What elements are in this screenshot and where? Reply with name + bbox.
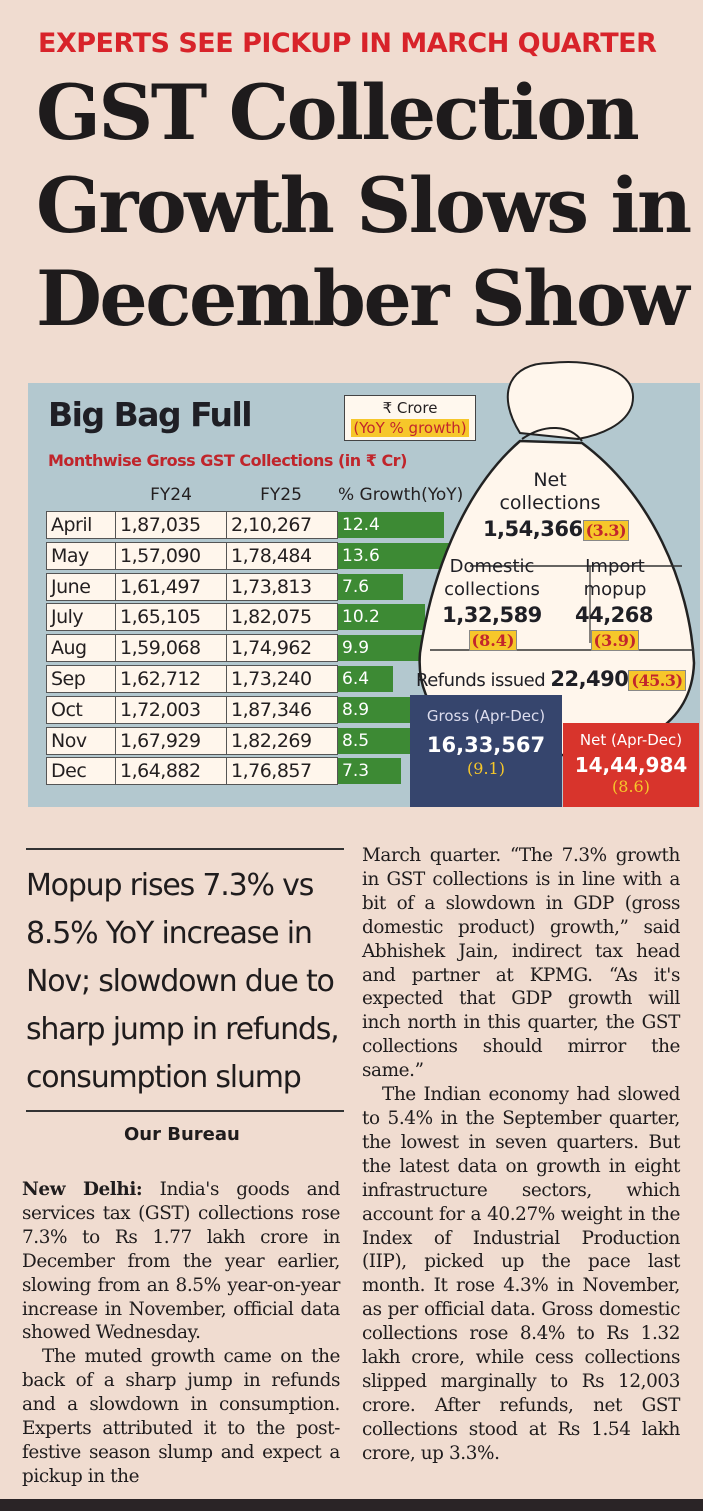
month-cell: Aug — [46, 634, 116, 663]
fy24-cell: 1,62,712 — [115, 665, 227, 693]
fy24-cell: 1,57,090 — [115, 541, 227, 570]
fy24-cell: 1,65,105 — [115, 603, 227, 632]
month-cell: June — [46, 572, 116, 601]
growth-bar — [338, 573, 404, 600]
growth-bar — [338, 635, 423, 662]
table-row: Sep 1,62,712 1,73,240 6.4 — [46, 665, 446, 693]
unit-growth-line: (YoY % growth) — [351, 419, 469, 437]
fy25-cell: 1,74,962 — [226, 634, 338, 663]
body-column-1: New Delhi: India's goods and services ta… — [22, 1178, 340, 1489]
growth-value: 10.2 — [342, 607, 380, 628]
growth-value: 7.3 — [342, 761, 370, 782]
table-row: April 1,87,035 2,10,267 12.4 — [46, 511, 446, 539]
paragraph-3: March quarter. “The 7.3% growth in GST c… — [362, 845, 680, 1082]
table-row: June 1,61,497 1,73,813 7.6 — [46, 572, 446, 601]
body-column-2: March quarter. “The 7.3% growth in GST c… — [362, 844, 680, 1466]
import-value: 44,268 — [574, 603, 654, 627]
gross-apr-dec-box: Gross (Apr-Dec) 16,33,567 (9.1) — [410, 695, 562, 807]
infographic: Big Bag Full ₹ Crore (YoY % growth) Mont… — [28, 361, 700, 807]
refunds-growth-badge: (45.3) — [628, 670, 686, 691]
deck-top-rule — [26, 848, 344, 850]
refunds-line: Refunds issued 22,490 (45.3) — [416, 667, 700, 691]
month-cell: May — [46, 541, 116, 570]
month-cell: Oct — [46, 695, 116, 724]
growth-bar — [338, 542, 455, 569]
header-growth: % Growth(YoY) — [338, 485, 464, 505]
fy25-cell: 2,10,267 — [226, 511, 338, 539]
refunds-value: 22,490 — [550, 667, 629, 691]
month-cell: July — [46, 603, 116, 632]
growth-value: 7.6 — [342, 576, 370, 597]
table-row: May 1,57,090 1,78,484 13.6 — [46, 541, 455, 570]
fy24-cell: 1,67,929 — [115, 726, 227, 755]
paragraph-2: The muted growth came on the back of a s… — [22, 1346, 340, 1487]
paragraph-4: The Indian economy had slowed to 5.4% in… — [362, 1084, 680, 1464]
growth-bar — [338, 758, 401, 785]
table-row: Nov 1,67,929 1,82,269 8.5 — [46, 726, 446, 755]
growth-value: 12.4 — [342, 515, 380, 535]
headline-line-3: December Show — [36, 254, 690, 343]
growth-value: 9.9 — [342, 638, 370, 659]
fy24-cell: 1,87,035 — [115, 511, 227, 539]
month-cell: Dec — [46, 757, 116, 786]
unit-legend: ₹ Crore (YoY % growth) — [344, 395, 476, 441]
fy25-cell: 1,87,346 — [226, 695, 338, 724]
net-collections-label: Net collections — [499, 469, 601, 514]
domestic-label: Domestic collections — [444, 556, 540, 600]
growth-value: 13.6 — [342, 545, 380, 566]
domestic-value: 1,32,589 — [442, 603, 542, 627]
paragraph-1: New Delhi: India's goods and services ta… — [22, 1179, 340, 1344]
growth-value: 8.9 — [342, 699, 370, 720]
month-cell: April — [46, 511, 116, 539]
fy25-cell: 1,82,075 — [226, 603, 338, 632]
growth-bar — [338, 696, 415, 723]
growth-bar — [338, 727, 411, 754]
header-fy24: FY24 — [150, 485, 192, 505]
infographic-title: Big Bag Full — [48, 395, 253, 434]
table-row: Oct 1,72,003 1,87,346 8.9 — [46, 695, 446, 724]
deck-bottom-rule — [26, 1110, 344, 1112]
bottom-rule — [0, 1499, 703, 1511]
kicker: EXPERTS SEE PICKUP IN MARCH QUARTER — [38, 28, 657, 59]
import-label: Import mopup — [583, 556, 647, 600]
fy24-cell: 1,64,882 — [115, 757, 227, 786]
net-growth-badge: (3.3) — [582, 520, 630, 541]
fy25-cell: 1,82,269 — [226, 726, 338, 755]
growth-value: 8.5 — [342, 730, 370, 751]
domestic-growth: (8.4) — [468, 630, 518, 651]
month-cell: Nov — [46, 726, 116, 755]
growth-bar — [338, 666, 393, 692]
unit-line: ₹ Crore — [382, 399, 438, 417]
headline-line-1: GST Collection — [36, 68, 640, 157]
table-row: Dec 1,64,882 1,76,857 7.3 — [46, 757, 446, 786]
table-row: Aug 1,59,068 1,74,962 9.9 — [46, 634, 446, 663]
fy25-cell: 1,73,240 — [226, 665, 338, 693]
infographic-subtitle: Monthwise Gross GST Collections (in ₹ Cr… — [48, 451, 407, 470]
growth-bar — [338, 604, 426, 631]
fy24-cell: 1,72,003 — [115, 695, 227, 724]
month-cell: Sep — [46, 665, 116, 693]
fy25-cell: 1,76,857 — [226, 757, 338, 786]
byline: Our Bureau — [124, 1124, 240, 1145]
deck: Mopup rises 7.3% vs 8.5% YoY increase in… — [26, 868, 340, 1095]
header-fy25: FY25 — [260, 485, 302, 505]
fy25-cell: 1,78,484 — [226, 541, 338, 570]
headline: GST Collection Growth Slows in December … — [36, 66, 696, 345]
growth-value: 6.4 — [342, 669, 370, 689]
net-collections-value: 1,54,366 (3.3) — [476, 517, 636, 541]
import-growth: (3.9) — [590, 630, 640, 651]
fy25-cell: 1,73,813 — [226, 572, 338, 601]
headline-line-2: Growth Slows in — [36, 161, 692, 250]
table-row: July 1,65,105 1,82,075 10.2 — [46, 603, 446, 632]
fy24-cell: 1,59,068 — [115, 634, 227, 663]
fy24-cell: 1,61,497 — [115, 572, 227, 601]
net-apr-dec-box: Net (Apr-Dec) 14,44,984 (8.6) — [563, 723, 699, 807]
growth-bar — [338, 512, 445, 538]
dateline: New Delhi: — [22, 1179, 143, 1200]
